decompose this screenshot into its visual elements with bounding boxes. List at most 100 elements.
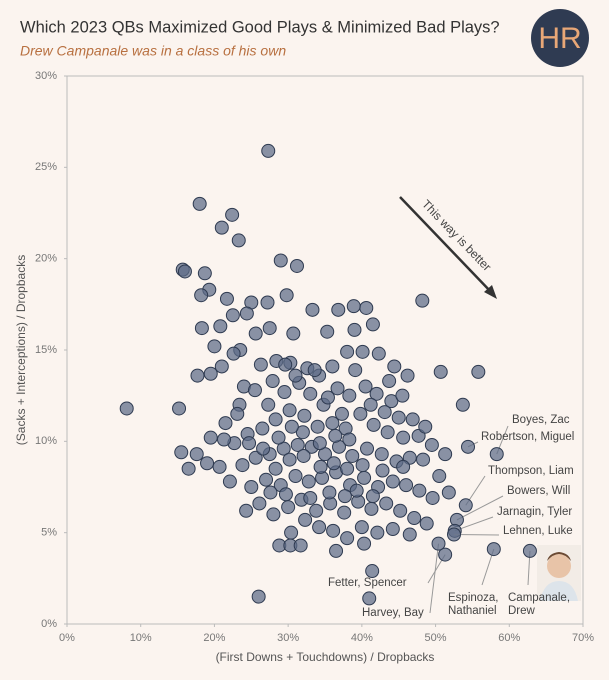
point bbox=[268, 412, 283, 427]
point bbox=[268, 461, 283, 476]
point bbox=[366, 417, 381, 432]
point bbox=[364, 501, 379, 516]
point bbox=[329, 543, 344, 558]
point bbox=[312, 520, 327, 535]
point bbox=[365, 317, 380, 332]
arrow bbox=[399, 196, 493, 294]
annotation-label: Jarnagin, Tyler bbox=[497, 506, 572, 518]
point bbox=[522, 543, 537, 558]
y-tick-label: 30% bbox=[35, 70, 57, 82]
point bbox=[358, 379, 373, 394]
point bbox=[362, 591, 377, 606]
y-tick-label: 5% bbox=[41, 527, 57, 539]
point bbox=[295, 425, 310, 440]
point bbox=[395, 388, 410, 403]
point bbox=[412, 483, 427, 498]
point bbox=[194, 288, 209, 303]
point bbox=[360, 441, 375, 456]
point bbox=[402, 527, 417, 542]
point bbox=[407, 511, 422, 526]
point bbox=[230, 406, 245, 421]
x-axis-label: (First Downs + Touchdowns) / Dropbacks bbox=[216, 650, 435, 664]
chart-title: Which 2023 QBs Maximized Good Plays & Mi… bbox=[20, 18, 500, 36]
point bbox=[347, 322, 362, 337]
point bbox=[309, 503, 324, 518]
point bbox=[354, 520, 369, 535]
point bbox=[259, 472, 274, 487]
point bbox=[217, 432, 232, 447]
point bbox=[219, 291, 234, 306]
point bbox=[337, 489, 352, 504]
point bbox=[342, 432, 357, 447]
point bbox=[400, 368, 415, 383]
point bbox=[384, 394, 399, 409]
point bbox=[213, 319, 228, 334]
point bbox=[214, 359, 229, 374]
point bbox=[357, 470, 372, 485]
point bbox=[312, 436, 327, 451]
point bbox=[225, 308, 240, 323]
point bbox=[340, 344, 355, 359]
point bbox=[382, 374, 397, 389]
point bbox=[458, 498, 473, 513]
point bbox=[284, 525, 299, 540]
point bbox=[359, 300, 374, 315]
annotation-label: Fetter, Spencer bbox=[328, 577, 407, 589]
point bbox=[355, 458, 370, 473]
point bbox=[396, 430, 411, 445]
annotation-label: Nathaniel bbox=[448, 605, 497, 617]
point bbox=[385, 522, 400, 537]
point bbox=[265, 374, 280, 389]
point bbox=[239, 306, 254, 321]
point bbox=[326, 523, 341, 538]
point bbox=[301, 474, 316, 489]
annotation-label: Thompson, Liam bbox=[488, 465, 574, 477]
annotation-label: Campanale, bbox=[508, 592, 570, 604]
point bbox=[396, 459, 411, 474]
x-tick-label: 70% bbox=[572, 632, 594, 644]
point bbox=[282, 403, 297, 418]
point bbox=[261, 397, 276, 412]
point bbox=[197, 266, 212, 281]
point bbox=[334, 406, 349, 421]
point bbox=[119, 401, 134, 416]
point bbox=[194, 321, 209, 336]
point bbox=[266, 507, 281, 522]
point bbox=[177, 264, 192, 279]
point bbox=[278, 487, 293, 502]
point bbox=[192, 196, 207, 211]
y-tick-label: 25% bbox=[35, 161, 57, 173]
point bbox=[353, 406, 368, 421]
point bbox=[461, 439, 476, 454]
point bbox=[282, 452, 297, 467]
point bbox=[330, 381, 345, 396]
point bbox=[374, 447, 389, 462]
point bbox=[214, 220, 229, 235]
point bbox=[357, 536, 372, 551]
annotation-label: Bowers, Will bbox=[507, 485, 570, 497]
chart-subtitle: Drew Campanale was in a class of his own bbox=[20, 43, 286, 59]
point bbox=[375, 463, 390, 478]
leader-line bbox=[453, 533, 500, 536]
point bbox=[391, 410, 406, 425]
point bbox=[225, 207, 240, 222]
point bbox=[172, 401, 187, 416]
point bbox=[438, 447, 453, 462]
y-tick-label: 15% bbox=[35, 344, 57, 356]
point bbox=[419, 516, 434, 531]
point bbox=[455, 397, 470, 412]
point bbox=[226, 346, 241, 361]
point bbox=[447, 527, 461, 542]
point bbox=[320, 324, 335, 339]
point bbox=[355, 344, 370, 359]
point bbox=[288, 368, 303, 383]
point bbox=[393, 503, 408, 518]
point bbox=[190, 368, 205, 383]
point bbox=[307, 363, 322, 378]
annotation-label: Espinoza, bbox=[448, 592, 499, 604]
point bbox=[297, 408, 312, 423]
point bbox=[349, 483, 364, 498]
point bbox=[310, 419, 325, 434]
